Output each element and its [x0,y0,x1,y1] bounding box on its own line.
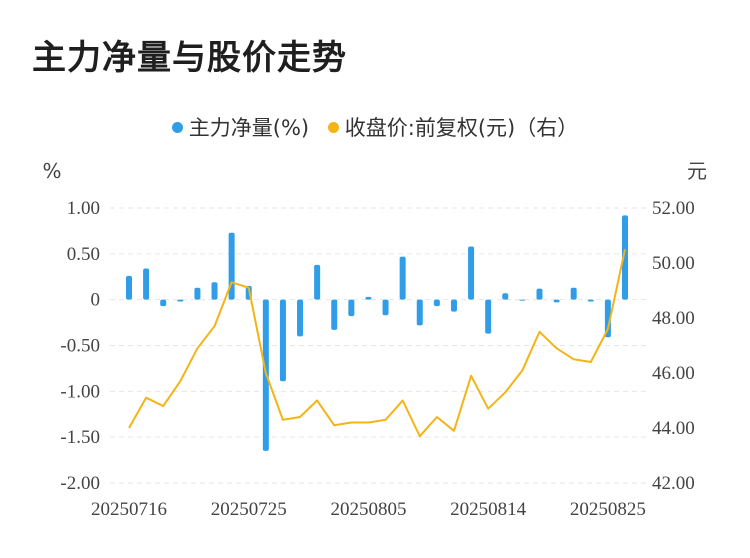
bar [382,299,389,316]
right-tick-label: 42.00 [652,473,695,494]
bar [314,264,321,300]
right-tick-label: 44.00 [652,418,695,439]
legend-line-label: 收盘价:前复权(元)（右） [344,116,579,140]
legend-bar-label: 主力净量(%) [188,116,310,140]
left-tick-label: 0 [91,290,101,311]
left-tick-label: 0.50 [67,244,100,265]
bar [450,299,457,312]
right-axis-unit: 元 [687,159,707,183]
bar [365,296,372,300]
legend-item-bar[interactable]: 主力净量(%) [171,112,310,142]
x-tick-label: 20250725 [211,499,287,520]
bar [211,282,218,300]
x-tick-label: 20250805 [330,499,406,520]
legend-item-line[interactable]: 收盘价:前复权(元)（右） [327,112,579,142]
bar [331,299,338,330]
bar [348,299,355,317]
bar [399,256,406,300]
right-tick-label: 46.00 [652,363,695,384]
left-axis-unit: % [42,159,61,183]
bar [570,287,577,300]
bar [433,299,440,307]
chart-title: 主力净量与股价走势 [32,38,347,78]
bar [194,287,201,300]
bar [519,299,526,301]
right-tick-label: 50.00 [652,253,695,274]
right-tick-label: 48.00 [652,308,695,329]
bar [297,299,304,337]
left-tick-label: 1.00 [67,198,100,219]
x-tick-label: 20250814 [450,499,527,520]
left-tick-label: -1.00 [60,381,100,402]
bar [502,293,509,300]
legend-line-marker [327,121,339,133]
legend: 主力净量(%) 收盘价:前复权(元)（右） [0,112,750,142]
price-line [128,249,626,438]
bar [160,299,167,307]
bar [622,215,628,300]
bar [587,299,594,302]
bar [279,299,286,382]
right-tick-label: 52.00 [652,198,695,219]
bar [468,246,475,300]
bar [553,299,560,303]
bar [536,288,543,300]
left-tick-label: -0.50 [60,336,100,357]
left-tick-label: -1.50 [60,427,100,448]
bar [126,275,132,300]
bar [485,299,492,334]
bar [143,268,150,300]
x-tick-label: 20250825 [570,499,646,520]
bar [416,299,423,326]
legend-bar-marker [171,121,183,133]
x-tick-label: 20250716 [91,499,167,520]
bar [604,299,611,338]
bar [177,299,184,302]
left-tick-label: -2.00 [60,473,100,494]
